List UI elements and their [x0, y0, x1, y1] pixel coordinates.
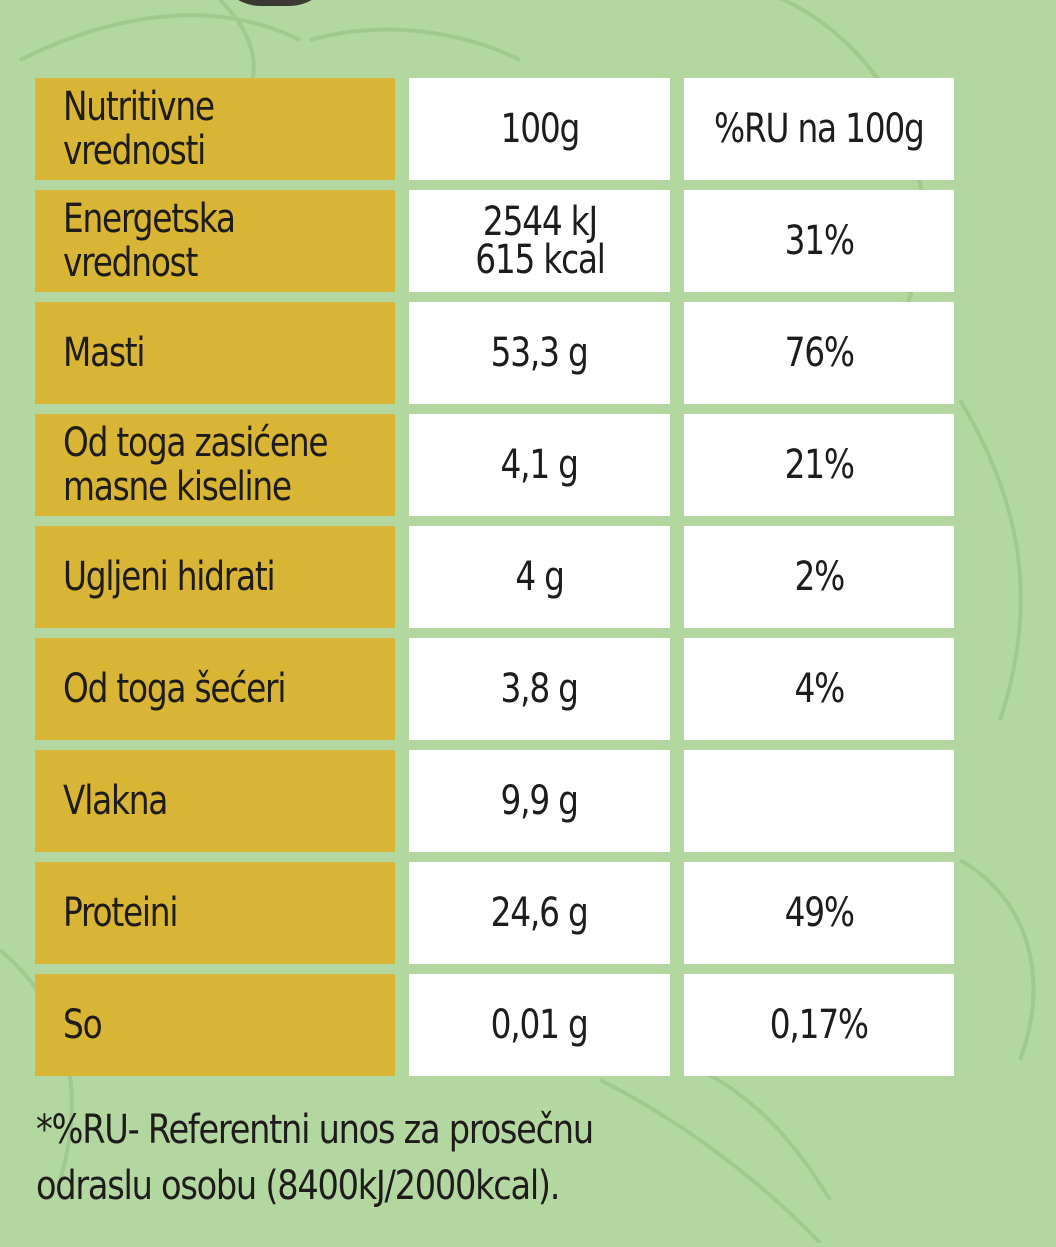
nutrition-table: Nutritivne vrednosti 100g %RU na 100g En… — [35, 78, 955, 1086]
nutrient-value: 2544 kJ 615 kcal — [474, 199, 606, 283]
header-label: Nutritivne vrednosti — [63, 84, 215, 174]
nutrient-value-cell: 53,3 g — [409, 302, 670, 404]
product-edge-shape — [215, 0, 335, 6]
nutrient-label-cell: So — [35, 974, 395, 1076]
nutrient-label-cell: Vlakna — [35, 750, 395, 852]
nutrient-pct: 21% — [784, 442, 854, 488]
nutrient-pct-cell: 21% — [684, 414, 954, 516]
header-value-cell: 100g — [409, 78, 670, 180]
nutrient-label-cell: Od toga zasićene masne kiseline — [35, 414, 395, 516]
table-row: Od toga zasićene masne kiseline 4,1 g 21… — [35, 414, 955, 516]
table-row: Masti 53,3 g 76% — [35, 302, 955, 404]
nutrient-pct-cell — [684, 750, 954, 852]
nutrient-value: 3,8 g — [500, 666, 579, 712]
nutrient-pct-cell: 4% — [684, 638, 954, 740]
nutrient-value-cell: 4 g — [409, 526, 670, 628]
nutrient-pct-cell: 0,17% — [684, 974, 954, 1076]
header-pct-cell: %RU na 100g — [684, 78, 954, 180]
nutrient-value-cell: 3,8 g — [409, 638, 670, 740]
table-row: Energetska vrednost 2544 kJ 615 kcal 31% — [35, 190, 955, 292]
nutrient-value: 4,1 g — [500, 442, 579, 488]
table-header-row: Nutritivne vrednosti 100g %RU na 100g — [35, 78, 955, 180]
nutrient-label-cell: Ugljeni hidrati — [35, 526, 395, 628]
nutrient-value-cell: 2544 kJ 615 kcal — [409, 190, 670, 292]
nutrient-label: Proteini — [63, 890, 178, 936]
nutrient-pct-cell: 31% — [684, 190, 954, 292]
nutrient-value-cell: 0,01 g — [409, 974, 670, 1076]
nutrient-value: 9,9 g — [500, 778, 579, 824]
table-row: Proteini 24,6 g 49% — [35, 862, 955, 964]
nutrient-label: Vlakna — [63, 778, 168, 824]
nutrient-label: So — [63, 1002, 103, 1048]
nutrient-pct: 76% — [784, 330, 854, 376]
header-pct: %RU na 100g — [714, 106, 925, 152]
nutrient-value: 24,6 g — [491, 890, 589, 936]
nutrient-pct: 31% — [784, 218, 854, 264]
nutrient-pct: 2% — [794, 554, 845, 600]
nutrient-value: 53,3 g — [491, 330, 589, 376]
nutrient-label: Od toga zasićene masne kiseline — [63, 420, 329, 510]
header-value: 100g — [500, 106, 580, 152]
nutrient-pct: 4% — [794, 666, 845, 712]
nutrient-pct: 0,17% — [769, 1002, 869, 1048]
table-row: Ugljeni hidrati 4 g 2% — [35, 526, 955, 628]
nutrient-pct: 49% — [784, 890, 854, 936]
nutrient-pct-cell: 2% — [684, 526, 954, 628]
nutrient-value-cell: 4,1 g — [409, 414, 670, 516]
table-row: Vlakna 9,9 g — [35, 750, 955, 852]
nutrient-value-cell: 24,6 g — [409, 862, 670, 964]
nutrient-value: 4 g — [515, 554, 565, 600]
nutrient-value-cell: 9,9 g — [409, 750, 670, 852]
nutrient-label-cell: Od toga šećeri — [35, 638, 395, 740]
nutrient-value: 0,01 g — [491, 1002, 589, 1048]
nutrient-label: Masti — [63, 330, 146, 376]
nutrient-label-cell: Energetska vrednost — [35, 190, 395, 292]
nutrient-label: Od toga šećeri — [63, 666, 286, 712]
table-row: Od toga šećeri 3,8 g 4% — [35, 638, 955, 740]
header-label-cell: Nutritivne vrednosti — [35, 78, 395, 180]
nutrient-label: Energetska vrednost — [63, 196, 236, 286]
nutrient-label-cell: Masti — [35, 302, 395, 404]
nutrient-label: Ugljeni hidrati — [63, 554, 276, 600]
nutrient-pct-cell: 49% — [684, 862, 954, 964]
reference-intake-footnote: *%RU- Referentni unos za prosečnu odrasl… — [36, 1107, 594, 1209]
table-row: So 0,01 g 0,17% — [35, 974, 955, 1076]
nutrient-pct-cell: 76% — [684, 302, 954, 404]
nutrient-label-cell: Proteini — [35, 862, 395, 964]
